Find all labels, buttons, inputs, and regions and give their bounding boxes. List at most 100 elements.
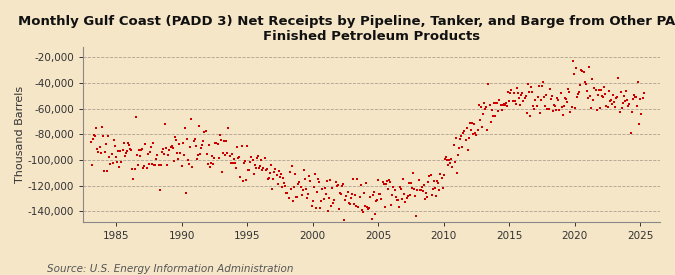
Point bbox=[88, 132, 99, 137]
Point bbox=[277, 185, 288, 189]
Point bbox=[344, 202, 355, 206]
Point bbox=[484, 103, 495, 108]
Point bbox=[175, 151, 186, 155]
Point bbox=[153, 163, 164, 167]
Point bbox=[618, 100, 628, 105]
Point bbox=[242, 144, 252, 148]
Point bbox=[159, 152, 169, 156]
Point bbox=[118, 140, 129, 145]
Point bbox=[171, 151, 182, 156]
Point bbox=[381, 182, 392, 186]
Point bbox=[90, 134, 101, 138]
Point bbox=[524, 90, 535, 95]
Point bbox=[374, 191, 385, 196]
Point bbox=[556, 104, 567, 109]
Point bbox=[607, 102, 618, 107]
Point bbox=[611, 96, 622, 100]
Point bbox=[373, 178, 383, 183]
Point bbox=[180, 190, 191, 195]
Point bbox=[618, 94, 629, 98]
Point bbox=[318, 197, 329, 202]
Point bbox=[146, 145, 157, 150]
Point bbox=[148, 141, 159, 145]
Point bbox=[533, 84, 544, 89]
Point bbox=[575, 83, 586, 87]
Point bbox=[244, 167, 254, 172]
Point bbox=[639, 91, 649, 95]
Point bbox=[333, 207, 344, 211]
Point bbox=[116, 160, 127, 164]
Point bbox=[564, 90, 574, 94]
Point bbox=[397, 197, 408, 202]
Point bbox=[284, 196, 294, 200]
Point bbox=[270, 167, 281, 171]
Point bbox=[604, 99, 615, 104]
Point bbox=[219, 139, 230, 143]
Point bbox=[187, 164, 198, 169]
Point bbox=[220, 153, 231, 157]
Point bbox=[547, 109, 558, 113]
Point bbox=[91, 126, 102, 130]
Y-axis label: Thousand Barrels: Thousand Barrels bbox=[15, 86, 25, 183]
Point bbox=[549, 104, 560, 108]
Point bbox=[505, 90, 516, 95]
Point bbox=[160, 122, 171, 126]
Point bbox=[109, 144, 120, 148]
Point bbox=[497, 103, 508, 107]
Point bbox=[578, 70, 589, 75]
Point bbox=[252, 156, 263, 160]
Point bbox=[240, 159, 250, 163]
Point bbox=[539, 95, 549, 99]
Point bbox=[529, 107, 540, 111]
Point bbox=[635, 97, 646, 101]
Point bbox=[507, 98, 518, 103]
Point bbox=[601, 104, 612, 108]
Point bbox=[475, 118, 485, 123]
Point bbox=[330, 180, 341, 184]
Point bbox=[602, 104, 613, 109]
Point bbox=[178, 153, 189, 157]
Point bbox=[510, 99, 520, 103]
Point bbox=[632, 80, 643, 84]
Point bbox=[295, 185, 306, 189]
Point bbox=[504, 98, 514, 103]
Point bbox=[616, 90, 626, 94]
Point bbox=[435, 172, 446, 176]
Point bbox=[510, 101, 521, 106]
Point bbox=[342, 190, 353, 194]
Point bbox=[460, 138, 471, 142]
Point bbox=[231, 166, 242, 170]
Point bbox=[360, 181, 371, 185]
Point bbox=[111, 160, 122, 164]
Point bbox=[126, 148, 136, 152]
Point bbox=[227, 160, 238, 165]
Point bbox=[350, 192, 360, 197]
Point bbox=[298, 168, 309, 172]
Point bbox=[101, 142, 111, 146]
Point bbox=[491, 101, 502, 106]
Point bbox=[477, 124, 487, 129]
Point bbox=[184, 162, 194, 166]
Point bbox=[319, 185, 330, 190]
Point bbox=[323, 196, 334, 200]
Point bbox=[261, 167, 272, 171]
Point bbox=[396, 186, 406, 191]
Point bbox=[588, 98, 599, 102]
Point bbox=[326, 204, 337, 209]
Point bbox=[194, 124, 205, 128]
Point bbox=[92, 147, 103, 151]
Point bbox=[304, 174, 315, 179]
Point bbox=[456, 134, 466, 138]
Point bbox=[229, 157, 240, 162]
Point bbox=[273, 169, 284, 173]
Point bbox=[404, 181, 414, 185]
Point bbox=[469, 122, 480, 126]
Point bbox=[520, 94, 531, 98]
Point bbox=[401, 196, 412, 200]
Point bbox=[266, 163, 277, 167]
Point bbox=[466, 121, 477, 125]
Point bbox=[356, 208, 367, 213]
Point bbox=[610, 104, 620, 109]
Point bbox=[416, 185, 427, 189]
Point bbox=[310, 206, 321, 211]
